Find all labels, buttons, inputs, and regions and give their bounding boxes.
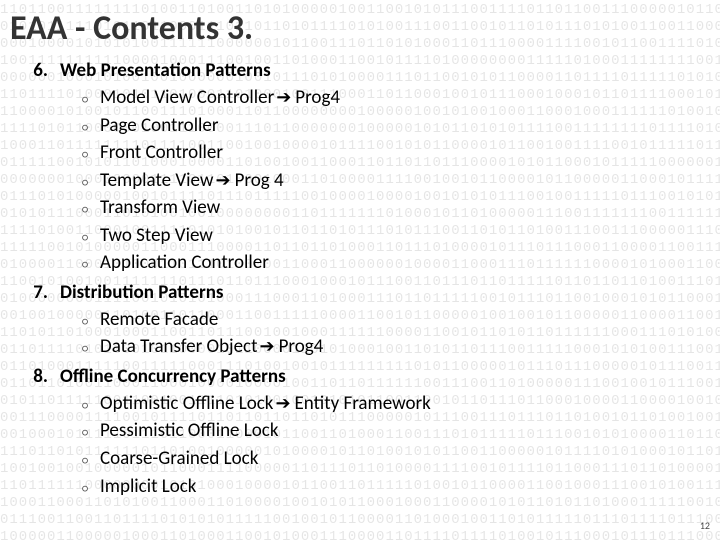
bullet-icon: ○: [82, 425, 100, 441]
list-item: ○Remote Facade: [82, 306, 710, 334]
list-item: ○Data Transfer Object ➔ Prog4: [82, 333, 710, 361]
item-suffix: Prog4: [279, 333, 324, 361]
section-number: 8.: [22, 365, 48, 388]
list-item: ○Transform View: [82, 194, 710, 222]
item-label: Model View Controller: [100, 84, 274, 112]
bullet-icon: ○: [82, 92, 100, 108]
item-label: Template View: [100, 167, 213, 195]
list-item: ○Two Step View: [82, 222, 710, 250]
bullet-icon: ○: [82, 147, 100, 163]
bullet-icon: ○: [82, 257, 100, 273]
item-label: Coarse-Grained Lock: [100, 445, 258, 473]
bullet-icon: ○: [82, 202, 100, 218]
arrow-icon: ➔: [215, 167, 230, 193]
section: 6.Web Presentation Patterns○Model View C…: [22, 59, 710, 277]
list-item: ○Model View Controller ➔ Prog4: [82, 84, 710, 112]
item-label: Two Step View: [100, 222, 213, 250]
bullet-icon: ○: [82, 398, 100, 414]
bullet-icon: ○: [82, 120, 100, 136]
item-label: Front Controller: [100, 139, 223, 167]
list-item: ○Optimistic Offline Lock ➔ Entity Framew…: [82, 390, 710, 418]
item-label: Data Transfer Object: [100, 333, 257, 361]
slide-content: EAA - Contents 3. 6. Web Presentation Pat…: [0, 0, 720, 500]
item-suffix: Prog 4: [235, 167, 284, 195]
section-header: 6. Web Presentation Patterns: [22, 59, 710, 82]
list-item: ○Page Controller: [82, 112, 710, 140]
page-title: EAA - Contents 3.: [0, 0, 720, 59]
list-item: ○Front Controller: [82, 139, 710, 167]
page-number: 12: [700, 519, 710, 532]
item-label: Application Controller: [100, 249, 269, 277]
section-items: ○Model View Controller ➔ Prog4○Page Cont…: [22, 84, 710, 277]
item-suffix: Entity Framework: [295, 390, 431, 418]
bullet-icon: ○: [82, 175, 100, 191]
item-suffix: Prog4: [295, 84, 340, 112]
section-number: 6.: [22, 59, 48, 82]
arrow-icon: ➔: [275, 390, 290, 416]
sections-list: 6.Web Presentation Patterns○Model View C…: [0, 59, 720, 500]
bullet-icon: ○: [82, 314, 100, 330]
bullet-icon: ○: [82, 341, 100, 357]
section-items: ○Remote Facade○Data Transfer Object ➔ Pr…: [22, 306, 710, 361]
section: 7.Distribution Patterns○Remote Facade○Da…: [22, 281, 710, 361]
list-item: ○Coarse-Grained Lock: [82, 445, 710, 473]
section-title: Distribution Patterns: [60, 281, 224, 304]
bullet-icon: ○: [82, 453, 100, 469]
section-title: Offline Concurrency Patterns: [60, 365, 286, 388]
section-header: 7. Distribution Patterns: [22, 281, 710, 304]
bullet-icon: ○: [82, 481, 100, 497]
item-label: Transform View: [100, 194, 220, 222]
item-label: Page Controller: [100, 112, 219, 140]
item-label: Implicit Lock: [100, 473, 196, 501]
section-items: ○Optimistic Offline Lock ➔ Entity Framew…: [22, 390, 710, 500]
list-item: ○Pessimistic Offline Lock: [82, 417, 710, 445]
section-header: 8. Offline Concurrency Patterns: [22, 365, 710, 388]
arrow-icon: ➔: [259, 333, 274, 359]
section: 8.Offline Concurrency Patterns○Optimisti…: [22, 365, 710, 500]
bullet-icon: ○: [82, 230, 100, 246]
item-label: Remote Facade: [100, 306, 218, 334]
list-item: ○Template View ➔ Prog 4: [82, 167, 710, 195]
section-number: 7.: [22, 281, 48, 304]
list-item: ○Application Controller: [82, 249, 710, 277]
item-label: Optimistic Offline Lock: [100, 390, 273, 418]
section-title: Web Presentation Patterns: [60, 59, 271, 82]
arrow-icon: ➔: [276, 84, 291, 110]
list-item: ○Implicit Lock: [82, 473, 710, 501]
item-label: Pessimistic Offline Lock: [100, 417, 278, 445]
